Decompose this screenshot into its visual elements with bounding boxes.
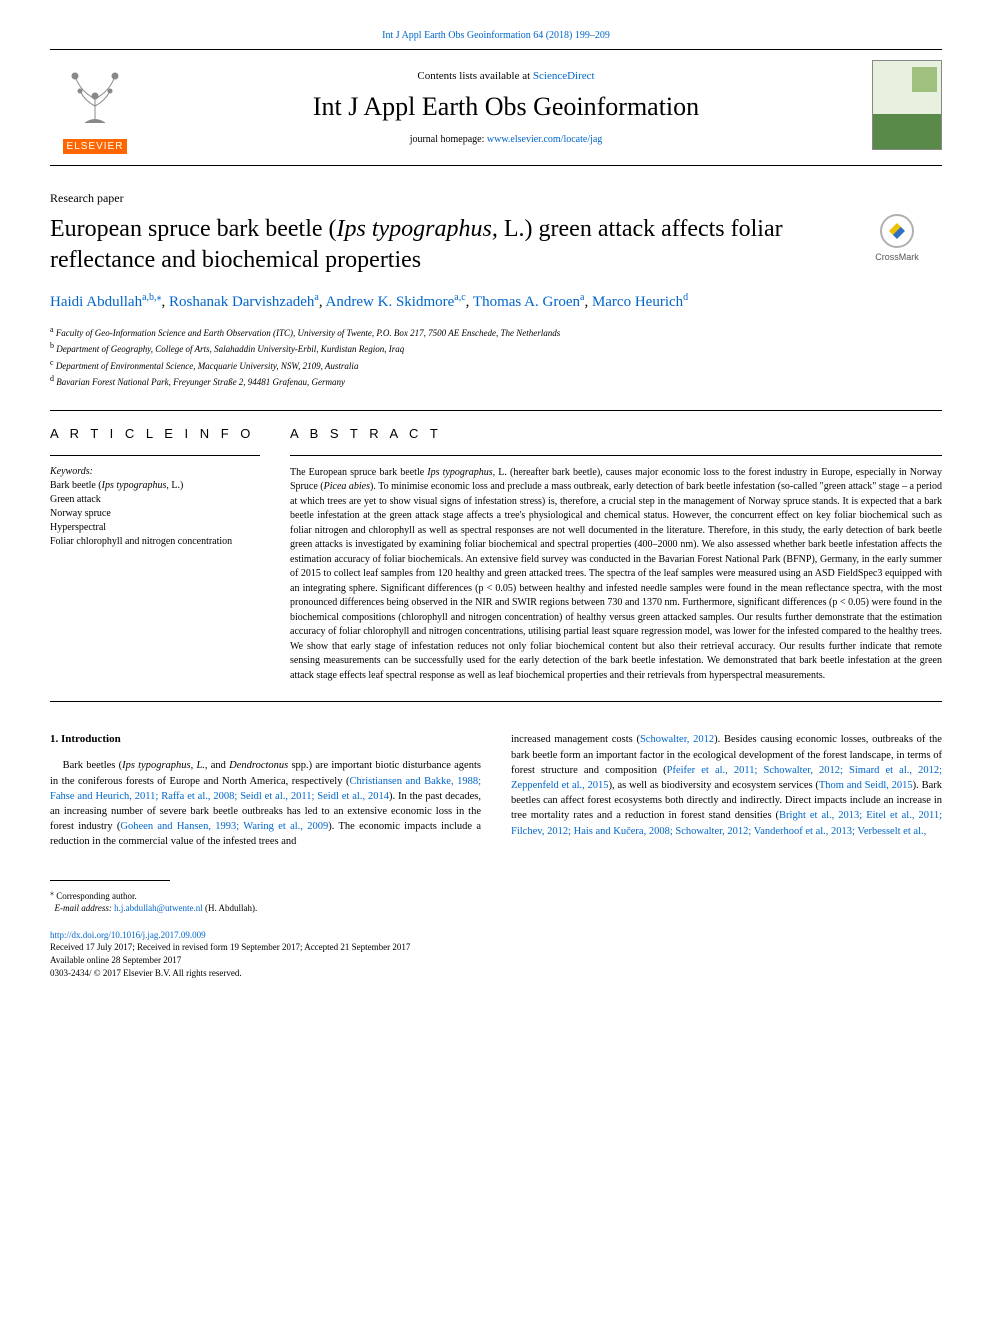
abstract-text: The European spruce bark beetle Ips typo… [290, 466, 942, 684]
intro-heading: 1. Introduction [50, 732, 481, 748]
elsevier-tree-icon [60, 61, 130, 131]
corr-label: Corresponding author. [56, 891, 137, 901]
corr-author-footnote: ⁎ Corresponding author. E-mail address: … [50, 887, 942, 915]
intro-para-2: increased management costs (Schowalter, … [511, 732, 942, 839]
author-link[interactable]: Thomas A. Groen [473, 294, 580, 310]
article-title: European spruce bark beetle (Ips typogra… [50, 214, 832, 276]
journal-cover-thumb [872, 60, 942, 150]
affiliation: b Department of Geography, College of Ar… [50, 340, 942, 357]
info-divider [50, 455, 260, 456]
keyword: Green attack [50, 493, 260, 507]
article-info-heading: A R T I C L E I N F O [50, 426, 260, 441]
author-link[interactable]: Andrew K. Skidmore [326, 294, 455, 310]
intro-para-1: Bark beetles (Ips typographus, L., and D… [50, 758, 481, 849]
keywords-label: Keywords: [50, 466, 260, 477]
homepage-link[interactable]: www.elsevier.com/locate/jag [487, 134, 602, 145]
contents-prefix: Contents lists available at [417, 70, 532, 82]
divider-bottom [50, 701, 942, 702]
keyword: Norway spruce [50, 507, 260, 521]
affiliation: a Faculty of Geo-Information Science and… [50, 324, 942, 341]
abstract-col: A B S T R A C T The European spruce bark… [290, 426, 942, 684]
affiliations-list: a Faculty of Geo-Information Science and… [50, 324, 942, 390]
available-line: Available online 28 September 2017 [50, 955, 181, 965]
homepage-line: journal homepage: www.elsevier.com/locat… [140, 134, 872, 145]
abstract-divider [290, 455, 942, 456]
email-label: E-mail address: [55, 903, 112, 913]
top-citation: Int J Appl Earth Obs Geoinformation 64 (… [50, 30, 942, 41]
article-info-col: A R T I C L E I N F O Keywords: Bark bee… [50, 426, 260, 684]
journal-cover [872, 60, 942, 155]
author-link[interactable]: Roshanak Darvishzadeh [169, 294, 314, 310]
divider-top [50, 410, 942, 411]
header-center: Contents lists available at ScienceDirec… [140, 70, 872, 145]
doi-block: http://dx.doi.org/10.1016/j.jag.2017.09.… [50, 929, 942, 979]
affiliation: c Department of Environmental Science, M… [50, 357, 942, 374]
author: Andrew K. Skidmorea,c [326, 294, 466, 310]
abstract-heading: A B S T R A C T [290, 426, 942, 441]
author: Roshanak Darvishzadeha [169, 294, 319, 310]
body-col-right: increased management costs (Schowalter, … [511, 732, 942, 849]
top-citation-link[interactable]: Int J Appl Earth Obs Geoinformation 64 (… [382, 30, 610, 41]
star-icon: ⁎ [50, 888, 54, 897]
affiliation: d Bavarian Forest National Park, Freyung… [50, 373, 942, 390]
contents-line: Contents lists available at ScienceDirec… [140, 70, 872, 82]
footnote-divider [50, 880, 170, 881]
journal-title: Int J Appl Earth Obs Geoinformation [140, 92, 872, 122]
authors-list: Haidi Abdullaha,b,⁎, Roshanak Darvishzad… [50, 290, 942, 314]
crossmark-badge[interactable]: CrossMark [852, 214, 942, 262]
author: Marco Heurichd [592, 294, 688, 310]
elsevier-label: ELSEVIER [63, 139, 128, 154]
keyword: Hyperspectral [50, 521, 260, 535]
crossmark-icon [880, 214, 914, 248]
doi-link[interactable]: http://dx.doi.org/10.1016/j.jag.2017.09.… [50, 930, 206, 940]
info-abstract-row: A R T I C L E I N F O Keywords: Bark bee… [50, 426, 942, 684]
keyword: Bark beetle (Ips typographus, L.) [50, 479, 260, 493]
journal-header: ELSEVIER Contents lists available at Sci… [50, 49, 942, 166]
author: Thomas A. Groena [473, 294, 585, 310]
keywords-list: Bark beetle (Ips typographus, L.)Green a… [50, 479, 260, 549]
body-col-left: 1. Introduction Bark beetles (Ips typogr… [50, 732, 481, 849]
history-line: Received 17 July 2017; Received in revis… [50, 942, 410, 952]
author-link[interactable]: Marco Heurich [592, 294, 683, 310]
body-columns: 1. Introduction Bark beetles (Ips typogr… [50, 732, 942, 849]
title-row: European spruce bark beetle (Ips typogra… [50, 214, 942, 276]
elsevier-logo: ELSEVIER [50, 61, 140, 154]
keyword: Foliar chlorophyll and nitrogen concentr… [50, 535, 260, 549]
email-link[interactable]: h.j.abdullah@utwente.nl [114, 903, 203, 913]
copyright-line: 0303-2434/ © 2017 Elsevier B.V. All righ… [50, 968, 242, 978]
author-link[interactable]: Haidi Abdullah [50, 294, 142, 310]
homepage-prefix: journal homepage: [410, 134, 487, 145]
sciencedirect-link[interactable]: ScienceDirect [533, 70, 595, 82]
footer-block: ⁎ Corresponding author. E-mail address: … [50, 880, 942, 980]
author: Haidi Abdullaha,b,⁎ [50, 294, 162, 310]
paper-type: Research paper [50, 191, 942, 206]
title-italic: Ips typographus, [337, 216, 498, 242]
email-suffix: (H. Abdullah). [205, 903, 257, 913]
title-part-a: European spruce bark beetle ( [50, 216, 337, 242]
crossmark-label: CrossMark [875, 252, 919, 262]
